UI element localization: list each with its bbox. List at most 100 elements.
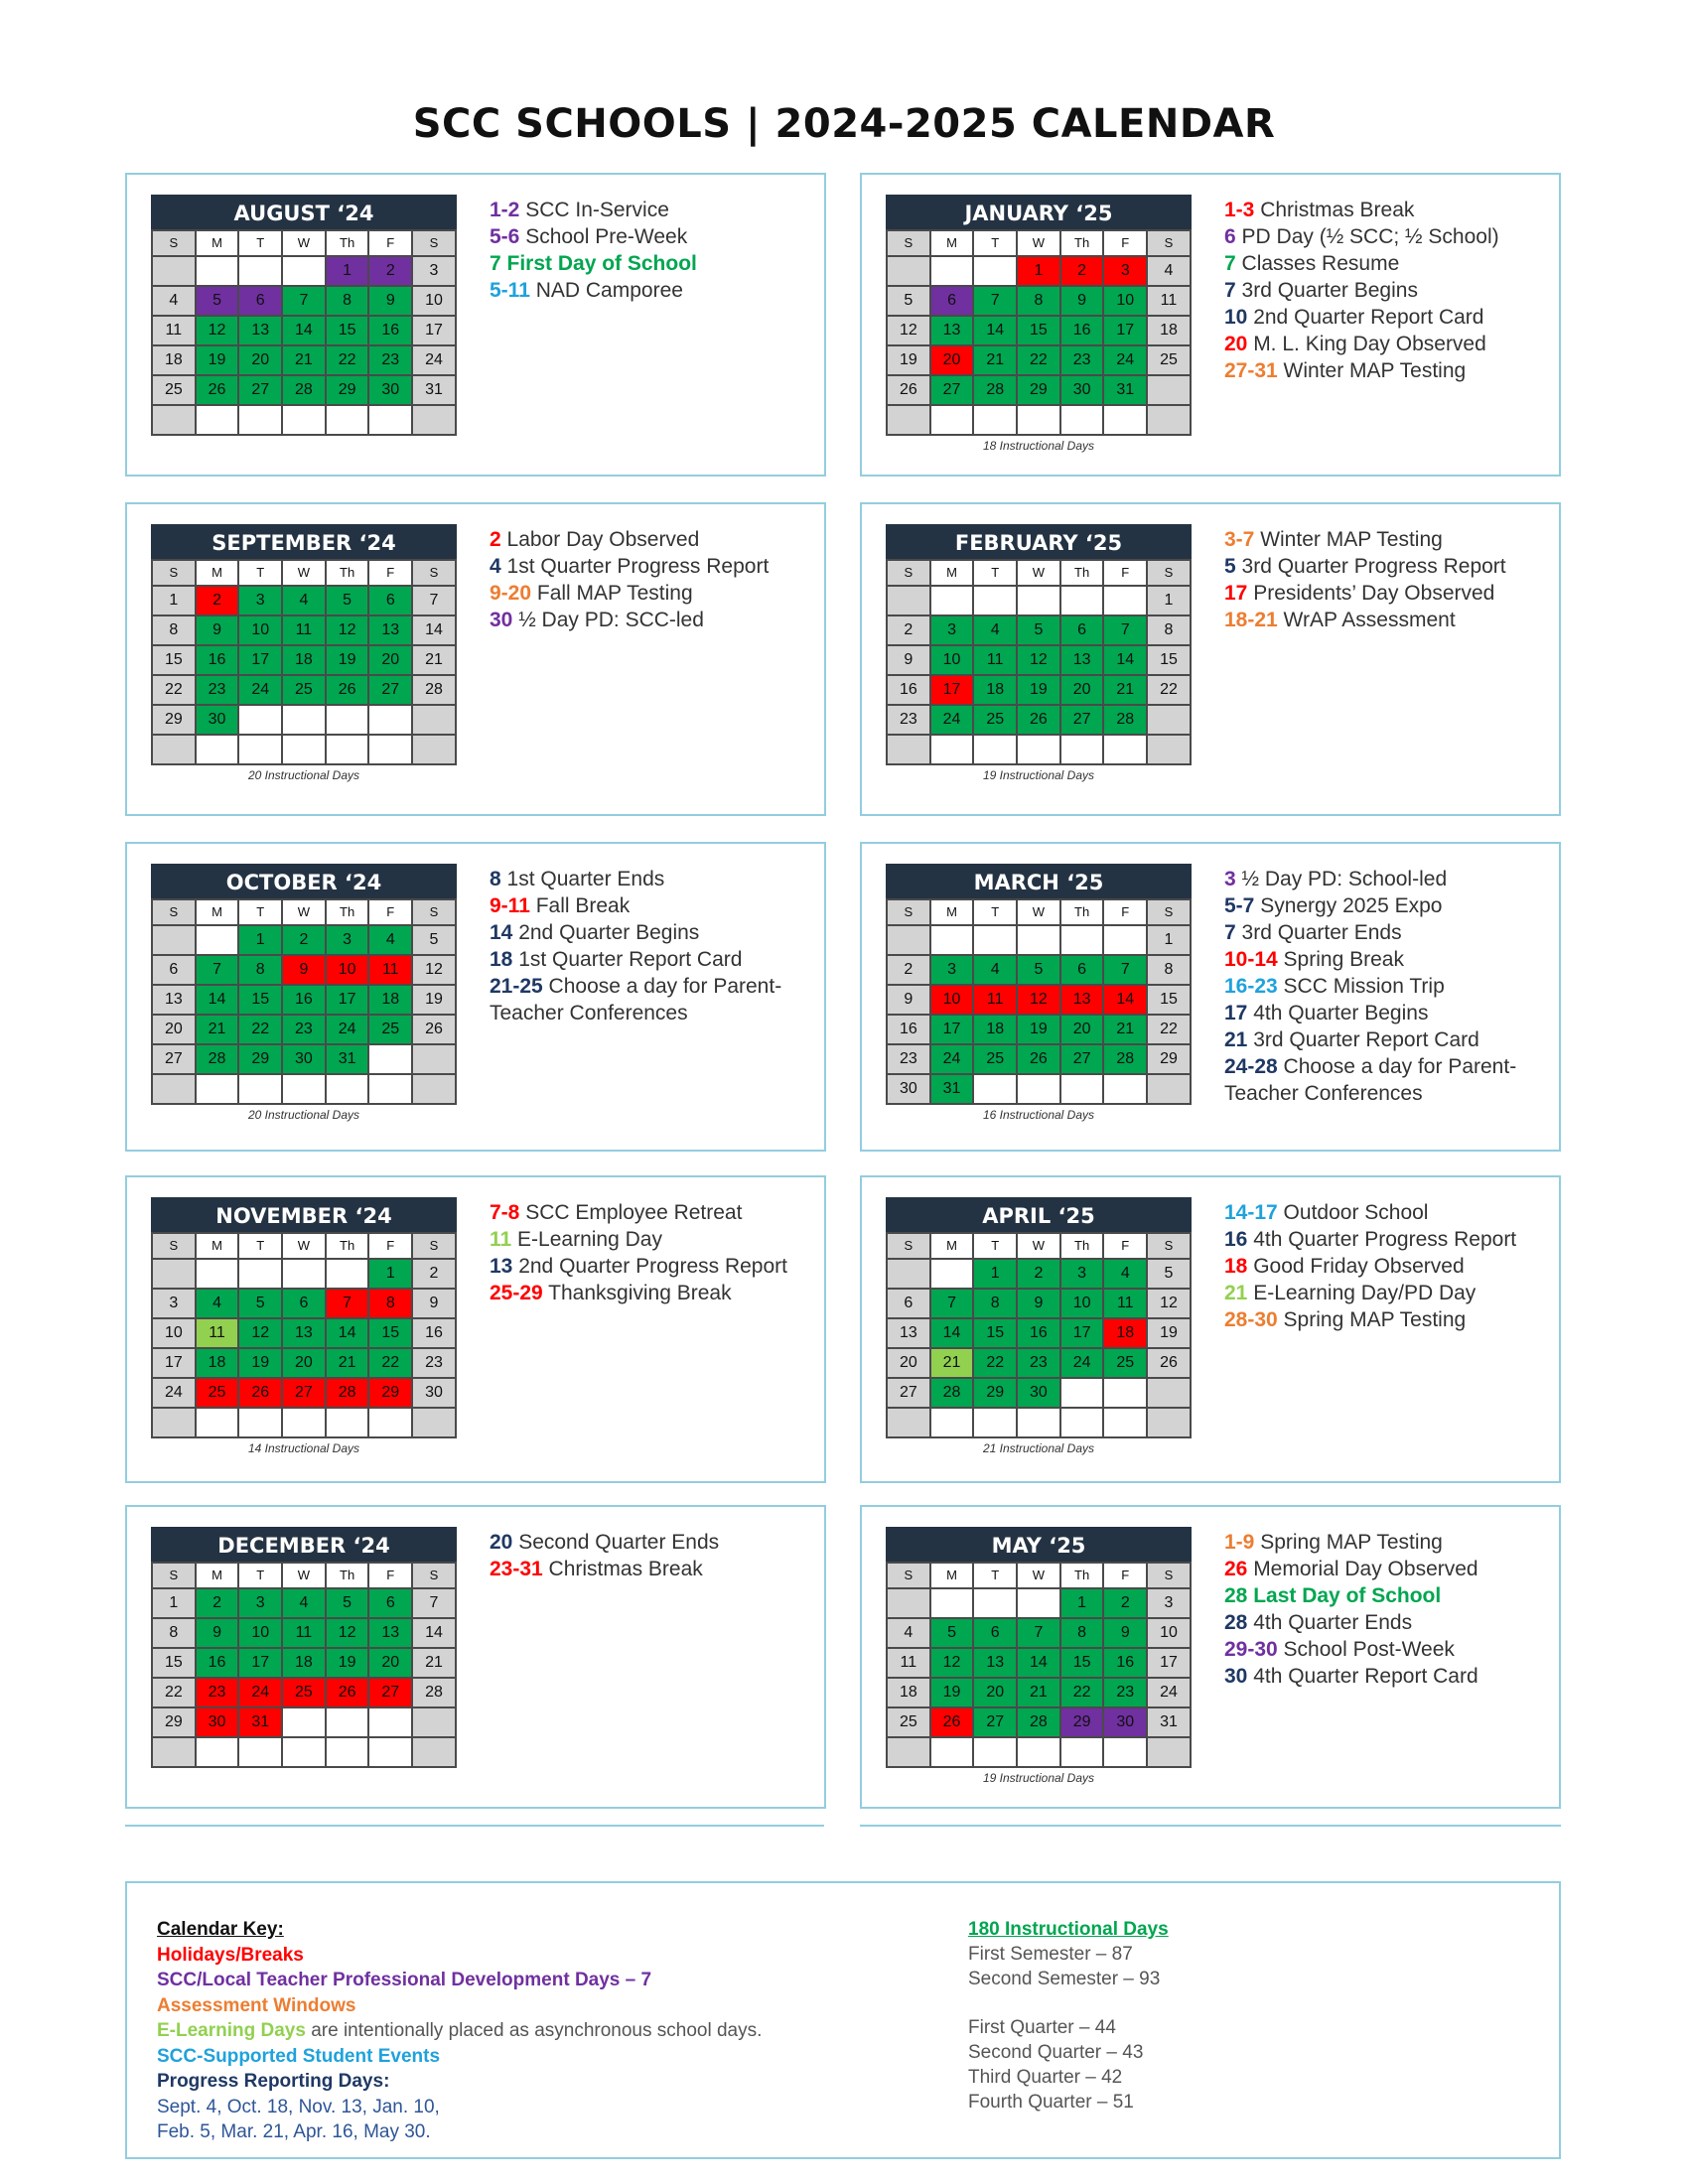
event-text: Classes Resume — [1235, 252, 1400, 275]
calendar-key: Calendar Key: Holidays/Breaks SCC/Local … — [125, 1881, 1561, 2159]
day-cell: 5 — [239, 1290, 284, 1319]
day-header: F — [1104, 231, 1149, 257]
month-title: MARCH ‘25 — [886, 864, 1192, 898]
event-date: 9-11 — [490, 894, 530, 917]
day-cell: 31 — [1148, 1708, 1192, 1738]
day-cell: 6 — [1060, 616, 1105, 646]
key-assessment: Assessment Windows — [157, 1994, 356, 2016]
day-cell — [974, 1589, 1019, 1619]
day-cell: 7 — [974, 287, 1019, 317]
event-item: 1-9 Spring MAP Testing — [1224, 1529, 1552, 1556]
day-cell: 17 — [1148, 1649, 1192, 1679]
day-cell — [1148, 736, 1192, 765]
day-cell: 15 — [974, 1319, 1019, 1349]
day-cell: 8 — [153, 616, 197, 646]
day-cell: 9 — [369, 287, 414, 317]
day-cell: 23 — [196, 1679, 240, 1708]
day-cell: 2 — [196, 587, 240, 616]
day-cell — [153, 926, 197, 956]
day-cell: 16 — [196, 646, 240, 676]
day-cell: 29 — [153, 1708, 197, 1738]
day-cell: 24 — [153, 1379, 197, 1409]
event-item: 21-25 Choose a day for Parent-Teacher Co… — [490, 973, 817, 1026]
day-cell: 15 — [369, 1319, 414, 1349]
day-cell: 22 — [326, 346, 370, 376]
day-cell: 13 — [930, 317, 975, 346]
day-cell: 25 — [283, 676, 327, 706]
month-calendar: AUGUST ‘24 S M T W Th F S 1 2 3 4 5 6 7 8 9 10 11 12 13 14 15 1… — [151, 195, 457, 436]
day-cell — [326, 706, 370, 736]
event-date: 7 First Day of School — [490, 252, 697, 275]
day-cell: 27 — [1060, 1045, 1105, 1075]
event-item: 28 Last Day of School — [1224, 1582, 1552, 1609]
event-item: 30 ½ Day PD: SCC-led — [490, 607, 817, 633]
day-cell: 24 — [930, 1045, 975, 1075]
event-text: 4th Quarter Begins — [1247, 1002, 1429, 1024]
event-date: 10-14 — [1224, 948, 1278, 971]
event-text: 1st Quarter Report Card — [512, 948, 743, 971]
day-cell: 2 — [1018, 1260, 1061, 1290]
day-cell: 18 — [974, 676, 1019, 706]
day-cell — [196, 736, 240, 765]
day-cell: 9 — [1018, 1290, 1061, 1319]
day-cell: 1 — [1018, 257, 1061, 287]
day-cell: 7 — [1104, 956, 1149, 986]
day-cell — [1148, 1409, 1192, 1438]
day-cell: 22 — [153, 1679, 197, 1708]
month-title: MAY ‘25 — [886, 1527, 1192, 1562]
day-cell: 27 — [153, 1045, 197, 1075]
event-date: 28 Last Day of School — [1224, 1584, 1442, 1607]
day-cell — [888, 587, 931, 616]
event-text: Labor Day Observed — [500, 528, 700, 551]
day-cell: 22 — [1018, 346, 1061, 376]
day-cell — [239, 257, 284, 287]
divider-left — [125, 1825, 824, 1827]
event-date: 30 — [490, 609, 513, 631]
day-cell: 2 — [1060, 257, 1105, 287]
day-header: S — [153, 900, 197, 926]
day-header: Th — [1060, 900, 1105, 926]
day-cell: 6 — [239, 287, 284, 317]
week-row — [888, 736, 1192, 765]
day-cell — [413, 1708, 457, 1738]
event-text: Fall MAP Testing — [531, 582, 693, 605]
day-cell: 28 — [196, 1045, 240, 1075]
day-header: T — [239, 1564, 284, 1589]
week-row: 23 24 25 26 27 28 29 — [888, 1045, 1192, 1075]
day-header: T — [974, 231, 1019, 257]
day-cell: 21 — [413, 646, 457, 676]
day-cell — [888, 736, 931, 765]
day-header: S — [413, 900, 457, 926]
day-cell: 29 — [239, 1045, 284, 1075]
day-cell: 22 — [974, 1349, 1019, 1379]
event-text: 3rd Quarter Begins — [1235, 279, 1418, 302]
day-cell: 1 — [239, 926, 284, 956]
event-item: 4 1st Quarter Progress Report — [490, 553, 817, 580]
event-text: SCC Mission Trip — [1277, 975, 1445, 998]
day-cell: 19 — [930, 1679, 975, 1708]
day-cell: 16 — [888, 676, 931, 706]
day-cell: 4 — [1148, 257, 1192, 287]
day-header: M — [930, 231, 975, 257]
month-panel-mar: MARCH ‘25 S M T W Th F S 1 2 3 4 5 6 7 8 9 10 11 12 13 14 15 16… — [860, 842, 1561, 1152]
day-cell: 5 — [1018, 616, 1061, 646]
day-cell: 29 — [326, 376, 370, 406]
event-date: 5-7 — [1224, 894, 1255, 917]
day-cell: 16 — [413, 1319, 457, 1349]
day-cell — [326, 1708, 370, 1738]
day-cell: 3 — [153, 1290, 197, 1319]
day-cell: 22 — [1148, 1016, 1192, 1045]
event-text: SCC Employee Retreat — [519, 1201, 743, 1224]
day-header: S — [413, 1234, 457, 1260]
day-cell: 29 — [974, 1379, 1019, 1409]
week-row — [153, 736, 457, 765]
day-cell: 19 — [1018, 1016, 1061, 1045]
day-cell: 16 — [888, 1016, 931, 1045]
key-elearning: E-Learning Days — [157, 2020, 306, 2041]
event-item: 2 Labor Day Observed — [490, 526, 817, 553]
event-text: Choose a day for Parent-Teacher Conferen… — [490, 975, 782, 1024]
day-cell — [239, 736, 284, 765]
day-cell: 29 — [1018, 376, 1061, 406]
